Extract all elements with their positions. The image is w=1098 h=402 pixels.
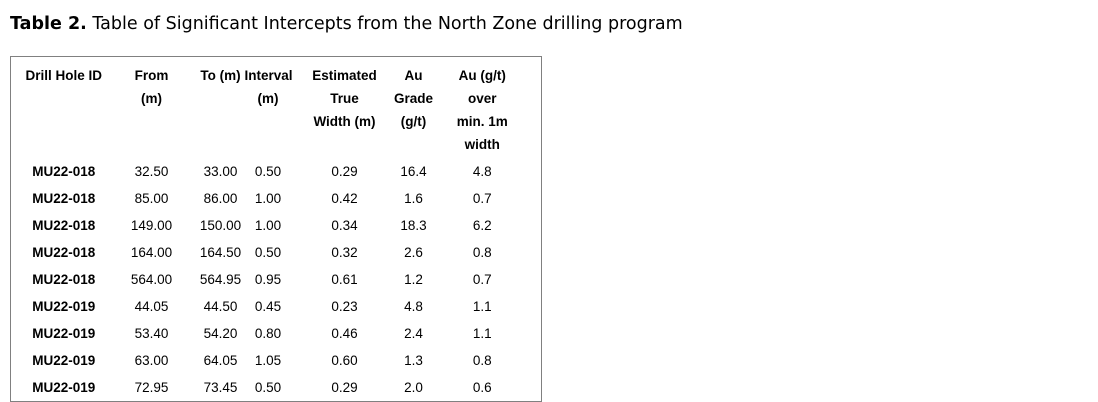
value-cell: 73.45 — [203, 380, 238, 395]
table-row: MU22-018 564.00 564.95 0.95 0.61 1.2 0.7 — [11, 266, 542, 293]
value-cell: 0.46 — [331, 326, 358, 341]
value-cell: 85.00 — [134, 191, 169, 206]
value-cell: 4.8 — [472, 164, 492, 179]
value-cell: 1.1 — [472, 326, 492, 341]
table-row: MU22-019 63.00 64.05 1.05 0.60 1.3 0.8 — [11, 347, 542, 374]
table-caption: Table 2. Table of Significant Intercepts… — [10, 12, 683, 36]
value-cell: 0.45 — [254, 299, 282, 314]
table-row: MU22-019 53.40 54.20 0.80 0.46 2.4 1.1 — [11, 320, 542, 347]
value-cell: 32.50 — [134, 164, 169, 179]
table-row: MU22-018 164.00 164.50 0.50 0.32 2.6 0.8 — [11, 239, 542, 266]
value-cell: 33.00 — [203, 164, 238, 179]
column-header-5: Au Grade (g/t) — [393, 68, 434, 129]
drill-hole-id-cell: MU22-019 — [32, 380, 96, 395]
value-cell: 0.29 — [331, 164, 358, 179]
value-cell: 564.00 — [130, 272, 173, 287]
table-body: MU22-018 32.50 33.00 0.50 0.29 16.4 4.8 MU22-01… — [11, 158, 542, 402]
value-cell: 1.00 — [254, 191, 282, 206]
value-cell: 0.32 — [331, 245, 358, 260]
value-cell: 6.2 — [472, 218, 492, 233]
table-row: MU22-018 85.00 86.00 1.00 0.42 1.6 0.7 — [11, 185, 542, 212]
value-cell: 0.50 — [254, 164, 282, 179]
value-cell: 0.42 — [331, 191, 358, 206]
value-cell: 18.3 — [400, 218, 427, 233]
value-cell: 0.23 — [331, 299, 358, 314]
value-cell: 0.50 — [254, 245, 282, 260]
value-cell: 53.40 — [134, 326, 169, 341]
value-cell: 64.05 — [203, 353, 238, 368]
value-cell: 72.95 — [134, 380, 169, 395]
value-cell: 2.4 — [404, 326, 423, 341]
value-cell: 86.00 — [203, 191, 238, 206]
value-cell: 564.95 — [199, 272, 242, 287]
value-cell: 0.50 — [254, 380, 282, 395]
value-cell: 44.05 — [134, 299, 169, 314]
value-cell: 164.50 — [199, 245, 242, 260]
value-cell: 1.6 — [404, 191, 423, 206]
value-cell: 1.2 — [404, 272, 423, 287]
value-cell: 1.1 — [472, 299, 492, 314]
drill-hole-id-cell: MU22-018 — [32, 164, 96, 179]
value-cell: 149.00 — [130, 218, 173, 233]
drill-hole-id-cell: MU22-019 — [32, 353, 96, 368]
value-cell: 0.95 — [254, 272, 282, 287]
value-cell: 54.20 — [203, 326, 238, 341]
value-cell: 0.7 — [472, 272, 492, 287]
drill-hole-id-cell: MU22-018 — [32, 218, 96, 233]
drill-hole-id-cell: MU22-019 — [32, 299, 96, 314]
value-cell: 2.6 — [404, 245, 423, 260]
table-caption-text: Table of Significant Intercepts from the… — [86, 14, 683, 34]
column-header-1: From (m) — [134, 68, 169, 106]
header-row: Drill Hole ID From (m) To (m) Interval (m) E… — [11, 57, 542, 159]
table-row: MU22-018 32.50 33.00 0.50 0.29 16.4 4.8 — [11, 158, 542, 185]
table-caption-label: Table 2. — [10, 14, 87, 34]
value-cell: 0.34 — [331, 218, 358, 233]
column-header-0: Drill Hole ID — [25, 68, 102, 83]
table-row: MU22-019 44.05 44.50 0.45 0.23 4.8 1.1 — [11, 293, 542, 320]
value-cell: 44.50 — [203, 299, 238, 314]
value-cell: 0.7 — [472, 191, 492, 206]
value-cell: 63.00 — [134, 353, 169, 368]
drill-hole-id-cell: MU22-018 — [32, 191, 96, 206]
column-header-3: Interval (m) — [244, 68, 293, 106]
column-header-4: Estimated True Width (m) — [312, 68, 377, 129]
table-row: MU22-019 72.95 73.45 0.50 0.29 2.0 0.6 — [11, 374, 542, 402]
value-cell: 0.8 — [472, 245, 492, 260]
value-cell: 164.00 — [130, 245, 173, 260]
table-row: MU22-018 149.00 150.00 1.00 0.34 18.3 6.2 — [11, 212, 542, 239]
table-header: Drill Hole ID From (m) To (m) Interval (m) E… — [11, 57, 542, 159]
value-cell: 0.80 — [254, 326, 282, 341]
drill-hole-id-cell: MU22-019 — [32, 326, 96, 341]
drill-hole-id-cell: MU22-018 — [32, 272, 96, 287]
intercepts-table: Drill Hole ID From (m) To (m) Interval (m) E… — [10, 56, 542, 402]
value-cell: 0.6 — [472, 380, 492, 395]
value-cell: 150.00 — [199, 218, 242, 233]
value-cell: 1.00 — [254, 218, 282, 233]
value-cell: 0.29 — [331, 380, 358, 395]
value-cell: 16.4 — [400, 164, 427, 179]
value-cell: 0.8 — [472, 353, 492, 368]
value-cell: 2.0 — [404, 380, 423, 395]
value-cell: 0.61 — [331, 272, 358, 287]
value-cell: 0.60 — [331, 353, 358, 368]
value-cell: 4.8 — [404, 299, 423, 314]
value-cell: 1.05 — [254, 353, 282, 368]
drill-hole-id-cell: MU22-018 — [32, 245, 96, 260]
column-header-2: To (m) — [200, 68, 241, 83]
column-header-6: Au (g/t) over min. 1m width — [456, 68, 508, 152]
value-cell: 1.3 — [404, 353, 423, 368]
